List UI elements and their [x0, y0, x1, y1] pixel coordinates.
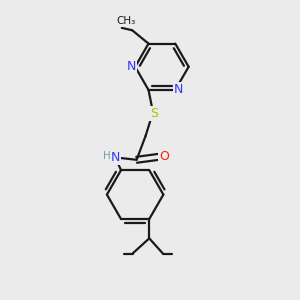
Text: S: S: [151, 107, 158, 120]
Text: CH₃: CH₃: [116, 16, 135, 26]
Text: N: N: [174, 83, 184, 96]
Text: N: N: [127, 60, 136, 73]
Text: N: N: [110, 151, 120, 164]
Text: H: H: [103, 151, 111, 161]
Text: O: O: [159, 150, 169, 163]
